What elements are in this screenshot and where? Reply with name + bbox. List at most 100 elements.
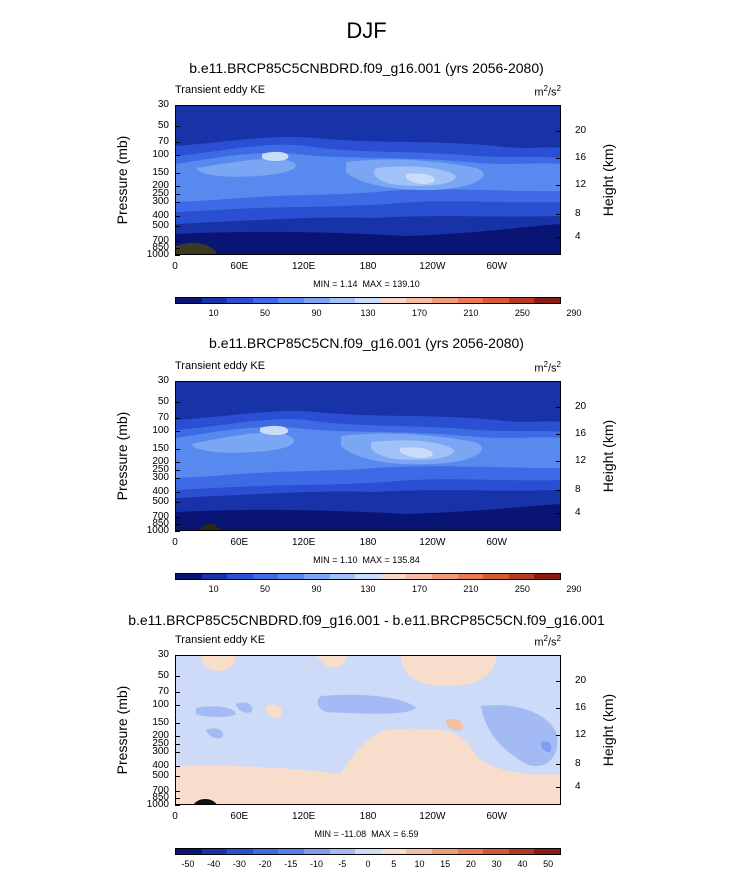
y-tick-label: 50 [157, 396, 169, 407]
y-axis-label-right: Height (km) [600, 693, 616, 767]
colorbar-label: -10 [310, 859, 324, 869]
y-tick-mark [175, 704, 180, 706]
x-tick-label: 120E [291, 811, 316, 822]
colorbar-swatch [355, 298, 381, 303]
colorbar-swatch [329, 574, 356, 579]
y-tick-label: 850 [152, 518, 169, 530]
y-tick-label: 30 [157, 649, 169, 660]
min-max-label: MIN = 1.10 MAX = 135.84 [313, 555, 420, 565]
x-tick-label: 0 [172, 537, 178, 548]
y-right-tick-mark [556, 213, 561, 215]
colorbar-swatch [534, 574, 560, 579]
colorbar-label: 50 [260, 584, 271, 594]
colorbar-swatch [355, 849, 381, 854]
panel-title: b.e11.BRCP85C5CNBDRD.f09_g16.001 (yrs 20… [189, 60, 544, 76]
y-right-tick-label: 12 [575, 179, 587, 191]
y-right-tick-label: 20 [575, 401, 587, 413]
colorbar-swatch [303, 849, 330, 854]
colorbar-label: 0 [365, 859, 371, 869]
y-right-tick-label: 8 [575, 757, 581, 769]
y-tick-mark [175, 417, 180, 419]
y-tick-mark [175, 462, 180, 463]
y-tick-label: 70 [157, 411, 169, 423]
colorbar-swatch [457, 849, 484, 854]
colorbar-swatch [534, 849, 560, 854]
y-right-tick-mark [556, 185, 561, 187]
colorbar-swatch [431, 849, 458, 854]
colorbar-label: -40 [207, 859, 221, 869]
y-right-tick-label: 4 [575, 507, 581, 518]
colorbar-swatch [176, 849, 202, 854]
y-right-tick-label: 20 [575, 675, 587, 687]
colorbar-swatch [252, 849, 279, 854]
colorbar-swatch [278, 574, 304, 579]
y-right-tick-label: 12 [575, 455, 587, 467]
colorbar-swatch [380, 849, 407, 854]
colorbar-swatch [201, 849, 228, 854]
y-right-tick-label: 8 [575, 483, 581, 495]
min-max-label: MIN = 1.14 MAX = 139.10 [313, 279, 420, 289]
colorbar-label: 20 [465, 859, 476, 869]
colorbar-label: 5 [391, 859, 397, 869]
colorbar-swatch [431, 298, 458, 303]
y-tick-mark [175, 766, 180, 767]
y-tick-mark [175, 186, 180, 187]
colorbar-swatch [201, 298, 228, 303]
colorbar-swatch [406, 298, 432, 303]
x-tick-label: 180 [359, 811, 377, 822]
y-tick-mark [175, 676, 180, 677]
colorbar-label: 10 [414, 859, 425, 869]
colorbar-label: 290 [566, 308, 582, 318]
colorbar-swatch [380, 574, 407, 579]
units-label: m2/s2 [534, 360, 561, 375]
y-tick-label: 200 [152, 180, 169, 191]
colorbar-swatch [303, 574, 330, 579]
x-tick-label: 60E [230, 537, 249, 548]
y-tick-label: 250 [152, 463, 169, 475]
contour-plot [175, 381, 561, 531]
colorbar-swatch [278, 849, 304, 854]
units-label: m2/s2 [534, 634, 561, 649]
y-tick-label: 300 [152, 745, 169, 757]
y-tick-mark [175, 240, 180, 242]
colorbar-label: 50 [543, 859, 554, 869]
colorbar-label: -30 [232, 859, 246, 869]
y-tick-label: 700 [152, 510, 169, 522]
y-right-tick-label: 4 [575, 781, 581, 792]
y-tick-mark [175, 448, 180, 450]
y-tick-label: 850 [152, 242, 169, 254]
y-tick-mark [175, 154, 180, 156]
y-tick-label: 250 [152, 187, 169, 199]
colorbar-swatch [252, 298, 279, 303]
y-tick-mark [175, 743, 180, 745]
y-tick-label: 500 [152, 769, 169, 781]
colorbar-label: -15 [284, 859, 298, 869]
y-tick-mark [175, 126, 180, 127]
y-right-tick-label: 8 [575, 207, 581, 219]
y-tick-label: 300 [152, 195, 169, 207]
colorbar-label: 40 [517, 859, 528, 869]
y-tick-mark [175, 381, 180, 382]
field-label: Transient eddy KE [175, 634, 266, 646]
colorbar-label: -5 [338, 859, 347, 869]
colorbar-swatch [278, 298, 304, 303]
y-tick-mark [175, 430, 180, 432]
y-tick-label: 1000 [146, 249, 169, 260]
x-tick-label: 60W [486, 811, 507, 822]
y-right-tick-mark [556, 708, 561, 710]
colorbar-swatch [227, 298, 253, 303]
y-right-tick-label: 20 [575, 125, 587, 137]
y-tick-mark [175, 248, 180, 250]
y-tick-label: 200 [152, 456, 169, 467]
x-tick-label: 60E [230, 811, 249, 822]
y-tick-label: 150 [152, 442, 169, 454]
y-right-tick-mark [556, 461, 561, 463]
y-tick-label: 50 [157, 120, 169, 131]
y-right-tick-label: 4 [575, 231, 581, 242]
y-right-tick-mark [556, 735, 561, 737]
colorbar-label: 10 [208, 584, 219, 594]
y-right-tick-mark [556, 131, 561, 133]
y-tick-mark [175, 751, 180, 753]
y-tick-mark [175, 691, 180, 693]
